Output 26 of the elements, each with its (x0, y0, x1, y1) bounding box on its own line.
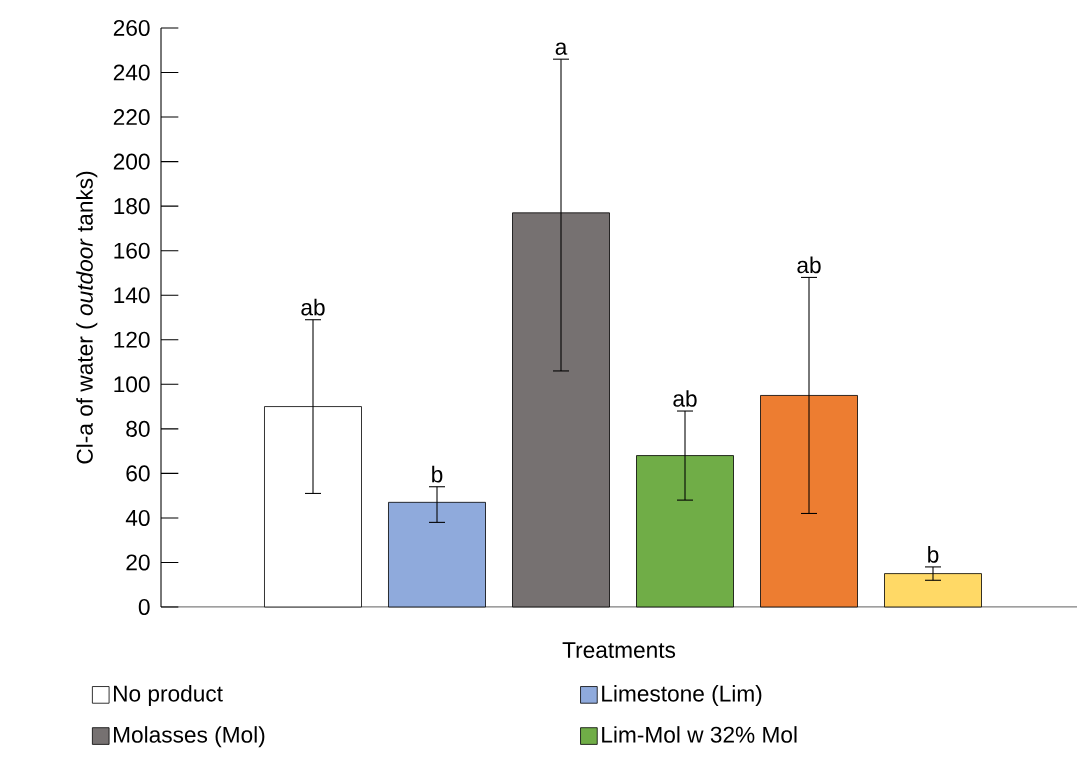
y-axis-title: Cl-a of water ( outdoor tanks) (76, 171, 98, 464)
annotation: a (555, 42, 568, 55)
legend-label: Limestone (Lim) (602, 684, 762, 707)
annotation: b (432, 465, 443, 483)
y-tick-label: 260 (113, 19, 150, 37)
annotation: b (928, 546, 939, 563)
legend-label: Molasses (Mol) (114, 726, 265, 748)
y-tick-label: 160 (114, 242, 150, 259)
y-tick-label: 120 (114, 331, 150, 348)
y-tick-label: 180 (114, 198, 150, 215)
y-tick-label: 140 (114, 287, 150, 304)
y-tick-label: 60 (126, 465, 150, 482)
y-tick-label: 80 (126, 420, 150, 437)
y-tick-label: 100 (114, 376, 150, 393)
annotation: ab (301, 298, 325, 316)
y-tick-label: 200 (113, 153, 150, 170)
legend-label: Lim-Mol w 32% Mol (602, 726, 797, 743)
annotation: ab (673, 390, 697, 407)
y-tick-label: 240 (113, 64, 150, 81)
y-tick-label: 20 (126, 554, 150, 571)
legend-label: No product (114, 684, 223, 707)
y-tick-label: 0 (138, 598, 150, 616)
y-tick-label: 220 (113, 109, 150, 126)
x-axis-title: Treatments (562, 642, 676, 659)
y-tick-label: 40 (125, 509, 150, 526)
annotation: ab (797, 256, 821, 274)
